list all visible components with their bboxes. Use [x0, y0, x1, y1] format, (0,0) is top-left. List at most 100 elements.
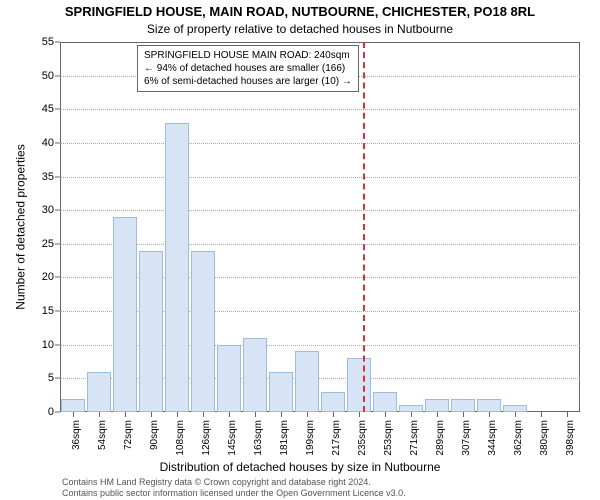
gridline — [60, 109, 580, 110]
annotation-line: ← 94% of detached houses are smaller (16… — [144, 62, 352, 75]
x-axis-label: Distribution of detached houses by size … — [0, 460, 600, 474]
chart-subtitle: Size of property relative to detached ho… — [0, 22, 600, 36]
gridline — [60, 177, 580, 178]
chart-container: SPRINGFIELD HOUSE, MAIN ROAD, NUTBOURNE,… — [0, 0, 600, 500]
xtick-label: 217sqm — [331, 420, 342, 456]
ytick-mark — [55, 109, 60, 110]
xtick-label: 307sqm — [461, 420, 472, 456]
histogram-bar — [321, 392, 345, 412]
histogram-bar — [425, 399, 449, 412]
ytick-mark — [55, 311, 60, 312]
xtick-mark — [541, 412, 542, 417]
gridline — [60, 244, 580, 245]
xtick-mark — [333, 412, 334, 417]
histogram-bar — [373, 392, 397, 412]
gridline — [60, 143, 580, 144]
histogram-bar — [191, 251, 215, 412]
histogram-bar — [399, 405, 423, 412]
ytick-mark — [55, 277, 60, 278]
xtick-label: 36sqm — [71, 420, 82, 450]
footer-attribution: Contains HM Land Registry data © Crown c… — [0, 477, 600, 498]
gridline — [60, 345, 580, 346]
ytick-label: 30 — [42, 204, 54, 216]
xtick-label: 362sqm — [513, 420, 524, 456]
ytick-label: 50 — [42, 70, 54, 82]
xtick-mark — [307, 412, 308, 417]
xtick-mark — [203, 412, 204, 417]
histogram-bar — [347, 358, 371, 412]
plot-border — [60, 42, 580, 412]
xtick-mark — [229, 412, 230, 417]
xtick-label: 163sqm — [253, 420, 264, 456]
ytick-mark — [55, 142, 60, 143]
ytick-mark — [55, 42, 60, 43]
xtick-label: 181sqm — [279, 420, 290, 456]
xtick-mark — [489, 412, 490, 417]
gridline — [60, 210, 580, 211]
xtick-mark — [177, 412, 178, 417]
histogram-bar — [165, 123, 189, 412]
reference-line — [363, 42, 365, 412]
xtick-mark — [437, 412, 438, 417]
histogram-bar — [269, 372, 293, 412]
ytick-label: 10 — [42, 339, 54, 351]
xtick-label: 253sqm — [383, 420, 394, 456]
xtick-mark — [515, 412, 516, 417]
ytick-label: 45 — [42, 103, 54, 115]
xtick-mark — [73, 412, 74, 417]
plot-area: 051015202530354045505536sqm54sqm72sqm90s… — [60, 42, 580, 412]
xtick-label: 145sqm — [227, 420, 238, 456]
gridline — [60, 311, 580, 312]
xtick-label: 72sqm — [123, 420, 134, 450]
xtick-mark — [411, 412, 412, 417]
histogram-bar — [503, 405, 527, 412]
annotation-line: SPRINGFIELD HOUSE MAIN ROAD: 240sqm — [144, 49, 352, 62]
xtick-label: 380sqm — [539, 420, 550, 456]
histogram-bar — [243, 338, 267, 412]
xtick-label: 108sqm — [175, 420, 186, 456]
ytick-mark — [55, 176, 60, 177]
footer-line-2: Contains public sector information licen… — [62, 488, 600, 498]
gridline — [60, 378, 580, 379]
ytick-label: 5 — [48, 372, 54, 384]
xtick-mark — [359, 412, 360, 417]
annotation-line: 6% of semi-detached houses are larger (1… — [144, 75, 352, 88]
footer-line-1: Contains HM Land Registry data © Crown c… — [62, 477, 600, 487]
xtick-label: 126sqm — [201, 420, 212, 456]
xtick-mark — [99, 412, 100, 417]
histogram-bar — [451, 399, 475, 412]
histogram-bar — [295, 351, 319, 412]
xtick-label: 90sqm — [149, 420, 160, 450]
xtick-mark — [463, 412, 464, 417]
ytick-label: 55 — [42, 36, 54, 48]
ytick-mark — [55, 378, 60, 379]
ytick-label: 0 — [48, 406, 54, 418]
ytick-label: 35 — [42, 171, 54, 183]
xtick-label: 54sqm — [97, 420, 108, 450]
xtick-mark — [385, 412, 386, 417]
ytick-label: 25 — [42, 238, 54, 250]
ytick-mark — [55, 243, 60, 244]
histogram-bar — [139, 251, 163, 412]
histogram-bar — [113, 217, 137, 412]
histogram-bar — [61, 399, 85, 412]
gridline — [60, 277, 580, 278]
annotation-box: SPRINGFIELD HOUSE MAIN ROAD: 240sqm← 94%… — [137, 45, 359, 92]
histogram-bar — [87, 372, 111, 412]
ytick-label: 20 — [42, 271, 54, 283]
ytick-mark — [55, 210, 60, 211]
xtick-label: 235sqm — [357, 420, 368, 456]
xtick-label: 199sqm — [305, 420, 316, 456]
histogram-bar — [217, 345, 241, 412]
xtick-mark — [255, 412, 256, 417]
xtick-mark — [281, 412, 282, 417]
histogram-bar — [477, 399, 501, 412]
xtick-label: 271sqm — [409, 420, 420, 456]
xtick-label: 344sqm — [487, 420, 498, 456]
xtick-mark — [567, 412, 568, 417]
ytick-label: 40 — [42, 137, 54, 149]
y-axis-label: Number of detached properties — [14, 42, 28, 412]
xtick-mark — [125, 412, 126, 417]
xtick-label: 289sqm — [435, 420, 446, 456]
ytick-mark — [55, 75, 60, 76]
